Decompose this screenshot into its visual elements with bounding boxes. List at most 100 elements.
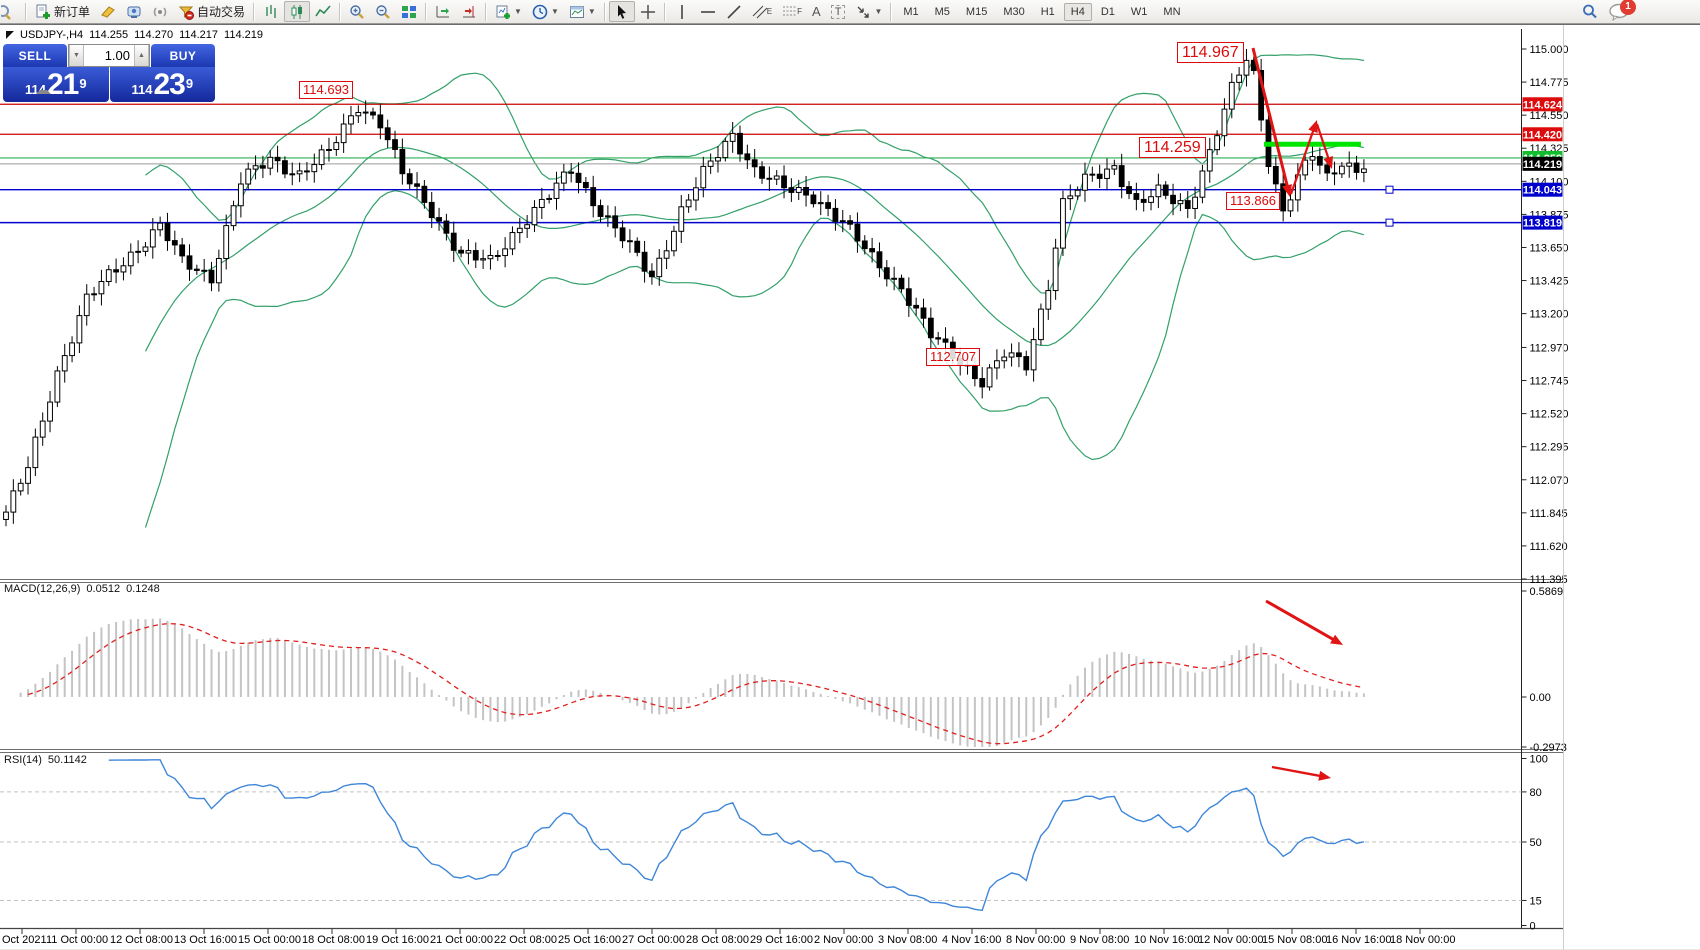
chart-header: USDJPY-,H4 114.255 114.270 114.217 114.2… bbox=[6, 29, 263, 41]
toolbar-separator bbox=[425, 2, 428, 21]
chart-canvas[interactable]: 115.000114.775114.550114.325114.100113.8… bbox=[0, 25, 1700, 950]
new-chart-dropdown[interactable]: ▼ bbox=[490, 1, 527, 22]
auto-trading-button[interactable]: 自动交易 bbox=[173, 1, 250, 22]
horizontal-line-tool[interactable] bbox=[695, 1, 721, 22]
timeframe-m5[interactable]: M5 bbox=[934, 5, 950, 18]
arrows-icon bbox=[857, 6, 870, 18]
timeframe-mn[interactable]: MN bbox=[1163, 5, 1181, 18]
timeframe-m30[interactable]: M30 bbox=[1003, 5, 1025, 18]
price-axis[interactable]: 115.000114.775114.550114.325114.100113.8… bbox=[1521, 44, 1569, 933]
text-tool-glyph: A bbox=[812, 4, 821, 19]
search-icon[interactable] bbox=[1582, 4, 1598, 20]
level-handle[interactable] bbox=[1385, 218, 1394, 227]
svg-text:29 Oct 16:00: 29 Oct 16:00 bbox=[750, 934, 813, 946]
zoom-out-button[interactable] bbox=[370, 1, 396, 22]
svg-text:114.775: 114.775 bbox=[1530, 77, 1569, 89]
clock-icon bbox=[532, 4, 548, 19]
arrows-dropdown[interactable]: ▼ bbox=[850, 1, 887, 22]
candlestick-chart-icon bbox=[291, 4, 303, 19]
volume-decrease-button[interactable]: ▼ bbox=[69, 45, 84, 66]
rsi-name: RSI(14) bbox=[4, 754, 42, 766]
new-order-button[interactable]: 新订单 bbox=[30, 1, 95, 22]
volume-value[interactable]: 1.00 bbox=[84, 45, 134, 66]
svg-text:112.745: 112.745 bbox=[1530, 376, 1569, 388]
svg-text:112.970: 112.970 bbox=[1530, 342, 1569, 354]
toolbar-separator bbox=[339, 2, 342, 21]
text-tool[interactable]: A bbox=[807, 1, 826, 22]
timeframe-d1[interactable]: D1 bbox=[1100, 5, 1115, 18]
svg-text:0.00: 0.00 bbox=[1530, 692, 1551, 704]
signal-button[interactable] bbox=[147, 1, 173, 22]
styler-button[interactable] bbox=[95, 1, 121, 22]
sell-button[interactable]: SELL bbox=[3, 44, 67, 67]
channel-tool[interactable]: E bbox=[747, 1, 777, 22]
bar-chart-icon bbox=[266, 4, 276, 18]
timeframe-m1[interactable]: M1 bbox=[903, 5, 919, 18]
timeframe-m15[interactable]: M15 bbox=[965, 5, 988, 18]
svg-text:15 Oct 00:00: 15 Oct 00:00 bbox=[238, 934, 301, 946]
zoom-in-button[interactable] bbox=[344, 1, 370, 22]
timeframe-h1[interactable]: H1 bbox=[1040, 5, 1055, 18]
auto-scroll-button[interactable] bbox=[430, 1, 456, 22]
price-callout-114.967[interactable]: 114.967 bbox=[1177, 42, 1244, 63]
periods-dropdown[interactable]: ▼ bbox=[527, 1, 564, 22]
macd-signal-line bbox=[27, 623, 1365, 745]
volume-increase-button[interactable]: ▲ bbox=[134, 45, 149, 66]
market-watch-icon[interactable] bbox=[0, 1, 22, 22]
timeframe-w1[interactable]: W1 bbox=[1130, 5, 1148, 18]
fibo-glyph: F bbox=[797, 7, 803, 16]
buy-price-tile[interactable]: 114 23 9 bbox=[109, 67, 215, 102]
level-handle[interactable] bbox=[1385, 185, 1394, 194]
buy-button[interactable]: BUY bbox=[151, 44, 215, 67]
svg-text:113.650: 113.650 bbox=[1530, 242, 1569, 254]
fibonacci-icon bbox=[783, 6, 797, 15]
toolbar-separator bbox=[890, 2, 893, 21]
bar-chart-button[interactable] bbox=[258, 1, 284, 22]
price-callout-114.259[interactable]: 114.259 bbox=[1139, 137, 1206, 158]
time-axis[interactable]: Oct 2021 11 Oct 00:00 12 Oct 08:00 13 Oct 1… bbox=[2, 929, 1455, 946]
toolbar-separator bbox=[485, 2, 488, 21]
svg-text:100: 100 bbox=[1530, 754, 1548, 766]
svg-text:114.219: 114.219 bbox=[1523, 159, 1562, 171]
svg-text:15: 15 bbox=[1530, 895, 1542, 907]
candles bbox=[3, 49, 1367, 527]
chart-window[interactable]: 115.000 114.775 114.550 114.325 114.100 113.8… bbox=[0, 24, 1700, 950]
trendline-icon bbox=[727, 4, 741, 19]
vertical-line-tool[interactable] bbox=[669, 1, 695, 22]
svg-text:18 Nov 00:00: 18 Nov 00:00 bbox=[1390, 934, 1455, 946]
svg-text:13 Oct 16:00: 13 Oct 16:00 bbox=[174, 934, 237, 946]
text-label-tool[interactable]: T bbox=[826, 1, 851, 22]
svg-text:113.819: 113.819 bbox=[1523, 218, 1562, 230]
fibonacci-tool[interactable]: F bbox=[777, 1, 807, 22]
sell-price-tile[interactable]: 114 21 9 bbox=[3, 67, 109, 102]
new-order-label: 新订单 bbox=[54, 5, 91, 19]
price-callout-112.707[interactable]: 112.707 bbox=[926, 348, 981, 366]
price-callout-113.866[interactable]: 113.866 bbox=[1226, 192, 1281, 210]
profile-button[interactable] bbox=[121, 1, 147, 22]
svg-text:12 Nov 00:00: 12 Nov 00:00 bbox=[1198, 934, 1263, 946]
crosshair-tool[interactable] bbox=[635, 1, 661, 22]
notifications-button[interactable]: 1 bbox=[1608, 0, 1636, 21]
trade-panel-collapse-caret[interactable] bbox=[36, 85, 51, 94]
new-chart-icon bbox=[496, 5, 511, 19]
auto-trading-label: 自动交易 bbox=[197, 5, 246, 19]
templates-dropdown[interactable]: ▼ bbox=[564, 1, 601, 22]
annotation-arrows bbox=[1251, 47, 1343, 781]
notification-badge: 1 bbox=[1620, 0, 1636, 15]
price-callout-114.693[interactable]: 114.693 bbox=[299, 81, 354, 99]
tile-windows-button[interactable] bbox=[396, 1, 422, 22]
cursor-tool[interactable] bbox=[608, 1, 635, 22]
dropdown-caret: ▼ bbox=[550, 7, 559, 16]
svg-text:11 Oct 00:00: 11 Oct 00:00 bbox=[46, 934, 108, 946]
candlestick-chart-button[interactable] bbox=[284, 1, 311, 22]
macd-value-main: 0.0512 bbox=[86, 583, 121, 595]
chart-shift-button[interactable] bbox=[456, 1, 482, 22]
svg-text:111.620: 111.620 bbox=[1530, 541, 1568, 553]
svg-text:28 Oct 08:00: 28 Oct 08:00 bbox=[686, 934, 749, 946]
svg-text:114.624: 114.624 bbox=[1523, 99, 1563, 111]
trendline-tool[interactable] bbox=[721, 1, 747, 22]
timeframe-h4[interactable]: H4 bbox=[1063, 2, 1092, 21]
svg-text:9 Nov 08:00: 9 Nov 08:00 bbox=[1070, 934, 1129, 946]
line-chart-button[interactable] bbox=[310, 1, 336, 22]
volume-stepper: ▼ 1.00 ▲ bbox=[68, 44, 150, 67]
